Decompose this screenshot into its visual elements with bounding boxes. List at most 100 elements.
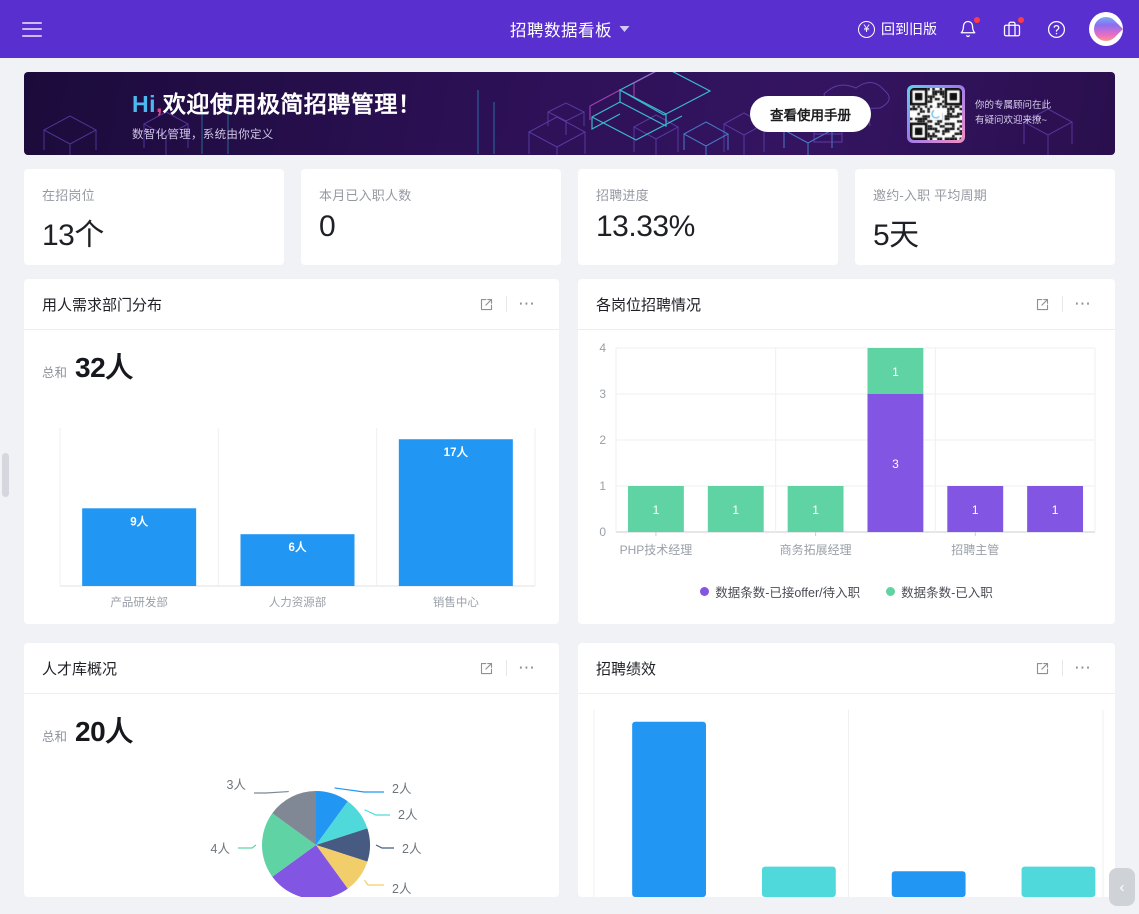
y-tick-label: 2 <box>599 433 606 447</box>
pie-slice-label: 2人 <box>392 782 412 796</box>
pie-slice[interactable] <box>262 813 316 877</box>
bar[interactable] <box>891 871 966 897</box>
banner-greeting-hi: Hi <box>132 91 156 117</box>
bell-icon[interactable] <box>955 16 981 42</box>
talent-total: 总和 20人 <box>24 694 559 750</box>
panel-collapse-handle[interactable]: ‹ <box>1109 868 1135 906</box>
bar-segment[interactable] <box>787 486 844 532</box>
back-to-old-version-label: 回到旧版 <box>881 21 937 37</box>
kpi-label: 在招岗位 <box>42 188 95 203</box>
more-dots-icon[interactable]: ⋯ <box>1074 657 1092 677</box>
card-title: 各岗位招聘情况 <box>596 296 702 314</box>
banner-text-block: Hi,欢迎使用极简招聘管理！ 数智化管理，系统由你定义 <box>132 85 421 142</box>
legend-label: 数据条数-已接offer/待入职 <box>715 586 861 600</box>
pie-slice-label: 3人 <box>227 778 247 792</box>
help-icon[interactable] <box>1043 16 1069 42</box>
bell-badge <box>974 17 980 23</box>
view-manual-button[interactable]: 查看使用手册 <box>750 95 871 132</box>
pie-slice[interactable] <box>316 828 370 862</box>
qr-block: 你的专属顾问在此 有疑问欢迎来撩~ <box>907 84 1051 143</box>
x-tick-label: 招聘主管 <box>951 542 999 557</box>
pie-slice[interactable] <box>316 791 348 845</box>
divider <box>506 660 507 676</box>
pie-slice[interactable] <box>316 845 368 889</box>
back-to-old-version-button[interactable]: ¥ 回到旧版 <box>858 19 937 39</box>
kpi-card-open-positions[interactable]: 在招岗位 13个 <box>24 169 284 265</box>
pie-slice[interactable] <box>272 791 316 845</box>
bar[interactable] <box>761 866 836 897</box>
divider <box>506 296 507 312</box>
kpi-card-avg-cycle[interactable]: 邀约-入职 平均周期 5天 <box>855 169 1115 265</box>
qr-code-image <box>910 87 962 140</box>
card-actions: ⋯ <box>1026 291 1099 317</box>
left-drag-handle[interactable] <box>2 453 9 497</box>
bar[interactable] <box>398 439 513 586</box>
hamburger-icon[interactable] <box>22 21 42 37</box>
banner-subtitle: 数智化管理，系统由你定义 <box>132 129 274 141</box>
bar-segment[interactable] <box>867 394 924 532</box>
bar-segment[interactable] <box>1027 486 1084 532</box>
pie-slice[interactable] <box>316 801 368 845</box>
avatar[interactable] <box>1089 12 1123 46</box>
legend-item-offer[interactable]: 数据条数-已接offer/待入职 <box>700 582 860 601</box>
kpi-label: 邀约-入职 平均周期 <box>873 188 987 203</box>
bar[interactable] <box>82 508 197 586</box>
more-dots-icon[interactable]: ⋯ <box>518 657 536 677</box>
kpi-label: 招聘进度 <box>596 188 649 203</box>
performance-bar-chart[interactable] <box>578 694 1115 897</box>
card-header: 人才库概况 ⋯ <box>24 643 559 694</box>
card-title: 用人需求部门分布 <box>42 296 163 314</box>
x-tick-label: 产品研发部 <box>110 595 168 609</box>
banner-greeting: Hi,欢迎使用极简招聘管理！ <box>132 85 421 119</box>
banner-greeting-comma: , <box>156 91 163 117</box>
pie-slice-label: 4人 <box>211 842 231 856</box>
bar-value-label: 1 <box>653 503 660 517</box>
y-tick-label: 3 <box>599 387 606 401</box>
kpi-card-recruiting-progress[interactable]: 招聘进度 13.33% <box>578 169 838 265</box>
card-header: 用人需求部门分布 ⋯ <box>24 279 559 330</box>
external-link-icon[interactable] <box>1026 655 1058 681</box>
bar[interactable] <box>632 721 706 897</box>
bar-segment[interactable] <box>947 486 1004 532</box>
qr-caption: 你的专属顾问在此 有疑问欢迎来撩~ <box>975 99 1051 128</box>
bar-value-label: 1 <box>732 503 739 517</box>
dept-total-label: 总和 <box>42 366 68 380</box>
bar-value-label: 17人 <box>444 445 469 459</box>
pie-leader-line <box>364 809 390 816</box>
divider <box>1062 660 1063 676</box>
legend-item-onboard[interactable]: 数据条数-已入职 <box>886 582 993 601</box>
top-navigation-bar: 招聘数据看板 ¥ 回到旧版 <box>0 0 1139 58</box>
pie-slice[interactable] <box>272 845 348 897</box>
briefcase-icon[interactable] <box>999 16 1025 42</box>
external-link-icon[interactable] <box>470 655 502 681</box>
card-title: 招聘绩效 <box>596 660 657 678</box>
bar-segment[interactable] <box>867 348 924 394</box>
bar-value-label: 1 <box>1052 503 1059 517</box>
welcome-banner: Hi,欢迎使用极简招聘管理！ 数智化管理，系统由你定义 查看使用手册 你的专属顾… <box>24 72 1115 155</box>
talent-pie-chart[interactable]: 2人2人2人2人5人4人3人 <box>24 750 559 897</box>
dept-total-value: 32人 <box>75 352 133 383</box>
card-actions: ⋯ <box>470 291 543 317</box>
more-dots-icon[interactable]: ⋯ <box>1074 293 1092 313</box>
bar-segment[interactable] <box>707 486 764 532</box>
dashboard-title-dropdown[interactable]: 招聘数据看板 <box>510 17 629 41</box>
positions-legend: 数据条数-已接offer/待入职 数据条数-已入职 <box>578 582 1115 601</box>
avatar-image <box>1089 12 1123 46</box>
bar-value-label: 1 <box>972 503 979 517</box>
card-body <box>578 694 1115 897</box>
bar[interactable] <box>240 534 355 586</box>
external-link-icon[interactable] <box>1026 291 1058 317</box>
dept-total: 总和 32人 <box>24 330 559 386</box>
bar[interactable] <box>1021 866 1096 897</box>
card-recruiting-performance: 招聘绩效 ⋯ <box>578 643 1115 897</box>
legend-swatch <box>700 587 710 596</box>
positions-stacked-bar-chart[interactable]: 0 1 2 3 4 1 1 1 3 1 1 1 PHP技术经理 商务拓展经理 招聘主管 <box>578 330 1115 580</box>
more-dots-icon[interactable]: ⋯ <box>518 293 536 313</box>
pie-slice-label: 2人 <box>402 842 422 856</box>
bar-segment[interactable] <box>627 486 684 532</box>
external-link-icon[interactable] <box>470 291 502 317</box>
kpi-card-onboarded-this-month[interactable]: 本月已入职人数 0 <box>301 169 561 265</box>
card-header: 招聘绩效 ⋯ <box>578 643 1115 694</box>
divider <box>1062 296 1063 312</box>
